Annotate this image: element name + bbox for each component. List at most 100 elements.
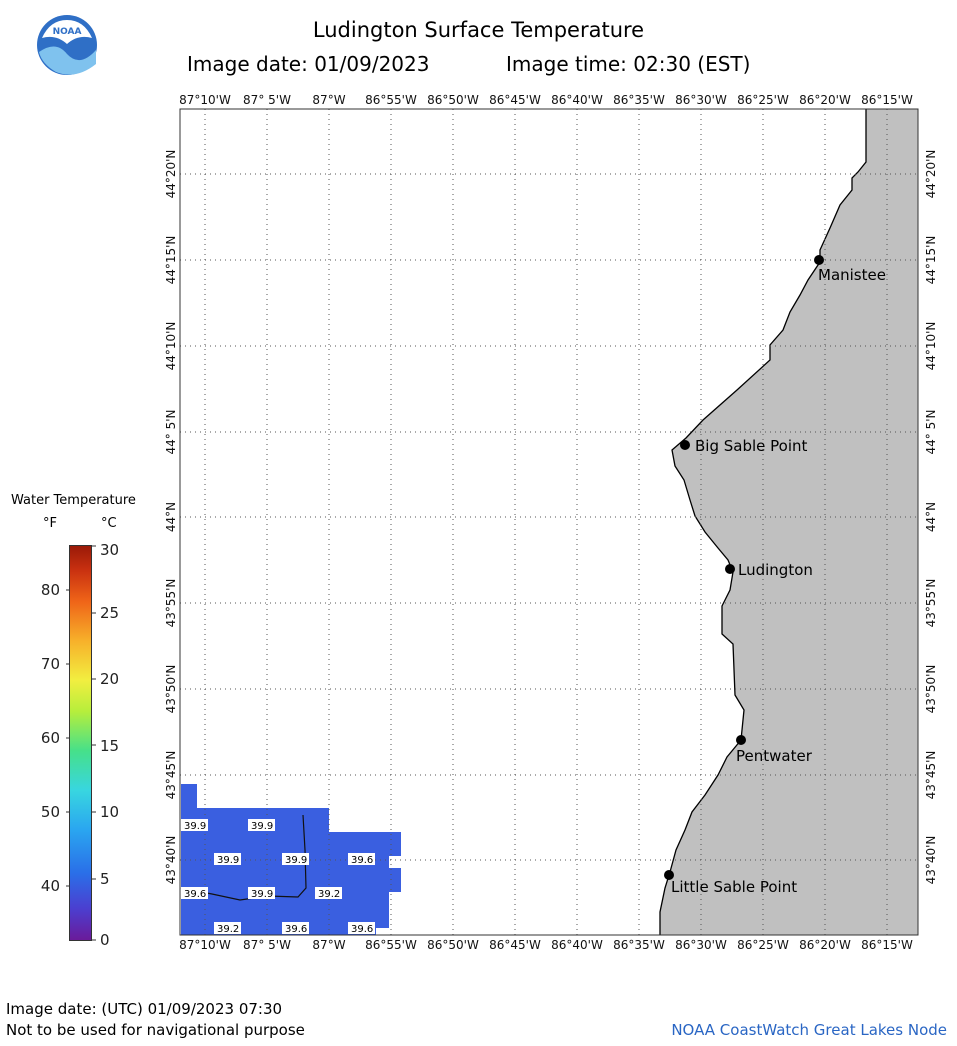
temp-label: 39.9: [184, 821, 206, 832]
lon-label: 87°10'W: [179, 938, 231, 952]
lat-label: 43°55'N: [164, 579, 178, 628]
temp-label: 39.2: [318, 889, 340, 900]
lon-label: 86°35'W: [613, 93, 665, 107]
lon-label: 86°55'W: [365, 938, 417, 952]
lat-label: 43°45'N: [164, 751, 178, 800]
lat-label: 44°N: [164, 502, 178, 532]
lat-labels-left: 44°20'N 44°15'N 44°10'N 44° 5'N 44°N 43°…: [164, 150, 178, 885]
map-title: Ludington Surface Temperature: [312, 18, 645, 42]
lon-label: 86°45'W: [489, 93, 541, 107]
place-label-ludington: Ludington: [738, 561, 813, 579]
lat-label: 44° 5'N: [164, 410, 178, 455]
temp-label: 39.9: [251, 889, 273, 900]
lon-label: 86°20'W: [799, 93, 851, 107]
legend-c-tick: 0: [100, 931, 110, 949]
legend-f-tick: 60: [40, 729, 60, 747]
place-marker-manistee: [814, 255, 824, 265]
legend-f-tick: 40: [40, 877, 60, 895]
lat-label: 44°15'N: [924, 236, 938, 285]
temp-label: 39.2: [217, 924, 239, 935]
lon-label: 86°40'W: [551, 93, 603, 107]
lon-labels-bottom: 87°10'W 87° 5'W 87°W 86°55'W 86°50'W 86°…: [179, 938, 913, 952]
legend-f-tick: 50: [40, 803, 60, 821]
lon-label: 86°45'W: [489, 938, 541, 952]
lat-label: 43°45'N: [924, 751, 938, 800]
lon-label: 86°15'W: [861, 93, 913, 107]
noaa-logo-text: NOAA: [53, 27, 82, 37]
lat-label: 44°10'N: [924, 322, 938, 371]
legend-f-tick: 70: [40, 655, 60, 673]
lon-label: 86°55'W: [365, 93, 417, 107]
place-label-manistee: Manistee: [818, 266, 886, 284]
legend-ticks: [66, 545, 96, 941]
map-frame: [179, 108, 919, 936]
footer-utc-date: Image date: (UTC) 01/09/2023 07:30: [6, 1000, 283, 1018]
temp-label: 39.9: [251, 821, 273, 832]
temp-label: 39.9: [217, 855, 239, 866]
place-marker-pentwater: [736, 735, 746, 745]
land-area: [660, 109, 918, 935]
place-label-big-sable-point: Big Sable Point: [695, 437, 808, 455]
shoreline: [659, 109, 867, 935]
noaa-logo: NOAA: [37, 15, 97, 75]
legend-c-tick: 20: [100, 670, 120, 688]
temp-label: 39.9: [285, 855, 307, 866]
legend-title: Water Temperature: [11, 493, 136, 508]
legend-f-tick: 80: [40, 581, 60, 599]
lon-label: 87°W: [312, 938, 345, 952]
lon-label: 86°50'W: [427, 938, 479, 952]
place-marker-big-sable-point: [680, 440, 690, 450]
legend-color-bar: [69, 545, 92, 941]
lat-labels-right: 44°20'N 44°15'N 44°10'N 44° 5'N 44°N 43°…: [924, 150, 938, 885]
lat-label: 43°55'N: [924, 579, 938, 628]
map: 87°10'W 87° 5'W 87°W 86°55'W 86°50'W 86°…: [164, 93, 938, 952]
lon-label: 87°W: [312, 93, 345, 107]
temp-label: 39.6: [184, 889, 206, 900]
lon-label: 86°50'W: [427, 93, 479, 107]
lat-label: 44°20'N: [924, 150, 938, 199]
legend-unit-f: °F: [43, 516, 57, 531]
footer-disclaimer: Not to be used for navigational purpose: [6, 1021, 305, 1039]
legend-c-tick: 10: [100, 803, 120, 821]
lon-label: 86°40'W: [551, 938, 603, 952]
lat-label: 44°10'N: [164, 322, 178, 371]
lon-label: 86°25'W: [737, 93, 789, 107]
lat-label: 44°15'N: [164, 236, 178, 285]
footer-credit: NOAA CoastWatch Great Lakes Node: [671, 1021, 947, 1039]
legend-c-tick: 30: [100, 541, 120, 559]
temp-label: 39.6: [285, 924, 307, 935]
legend-c-tick: 5: [100, 870, 110, 888]
temp-label: 39.6: [351, 924, 373, 935]
lon-label: 86°30'W: [675, 938, 727, 952]
place-label-little-sable-point: Little Sable Point: [671, 878, 797, 896]
place-label-pentwater: Pentwater: [736, 747, 813, 765]
legend-c-tick: 15: [100, 737, 120, 755]
place-markers: [664, 255, 824, 880]
place-labels: Manistee Big Sable Point Ludington Pentw…: [671, 266, 886, 896]
lon-label: 87° 5'W: [243, 938, 291, 952]
lon-label: 86°15'W: [861, 938, 913, 952]
lon-label: 87° 5'W: [243, 93, 291, 107]
lat-label: 43°50'N: [924, 665, 938, 714]
place-marker-ludington: [725, 564, 735, 574]
lon-label: 87°10'W: [179, 93, 231, 107]
lat-label: 44°20'N: [164, 150, 178, 199]
lat-label: 43°50'N: [164, 665, 178, 714]
lat-label: 43°40'N: [924, 836, 938, 885]
graticule: [180, 109, 918, 935]
legend-c-tick: 25: [100, 604, 120, 622]
legend-unit-c: °C: [101, 516, 117, 531]
temperature-labels: 39.9 39.9 39.9 39.9 39.6 39.6 39.9 39.2 …: [181, 819, 375, 935]
lat-label: 44° 5'N: [924, 410, 938, 455]
image-date: Image date: 01/09/2023: [187, 52, 430, 76]
image-time: Image time: 02:30 (EST): [506, 52, 751, 76]
lon-label: 86°35'W: [613, 938, 665, 952]
lat-label: 43°40'N: [164, 836, 178, 885]
lon-label: 86°25'W: [737, 938, 789, 952]
lat-label: 44°N: [924, 502, 938, 532]
lon-labels-top: 87°10'W 87° 5'W 87°W 86°55'W 86°50'W 86°…: [179, 93, 913, 107]
lon-label: 86°30'W: [675, 93, 727, 107]
temp-label: 39.6: [351, 855, 373, 866]
lon-label: 86°20'W: [799, 938, 851, 952]
place-marker-little-sable-point: [664, 870, 674, 880]
